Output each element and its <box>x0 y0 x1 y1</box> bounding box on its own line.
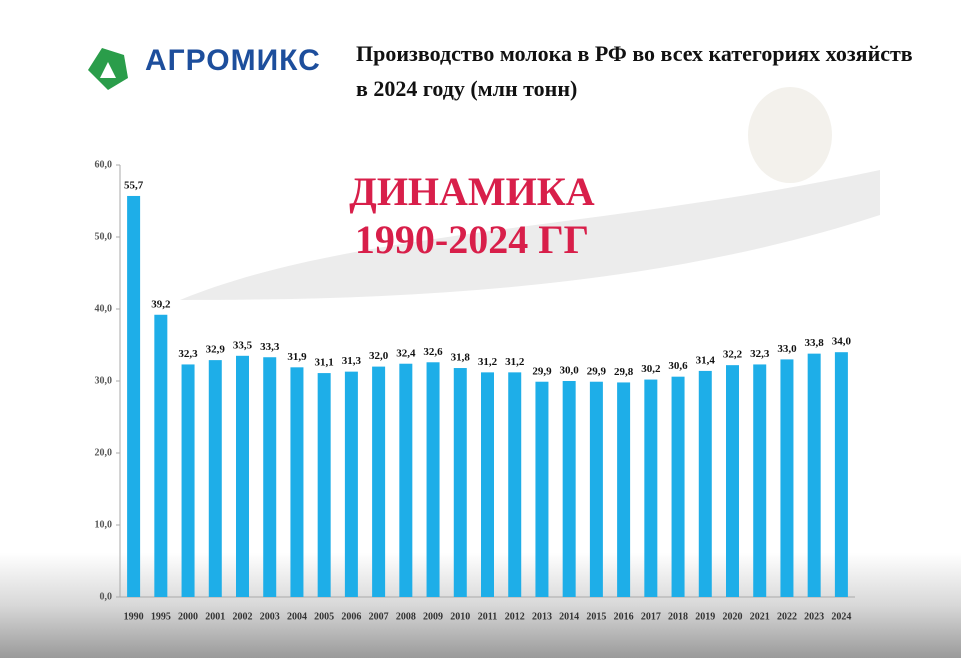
bar <box>508 372 522 597</box>
y-tick-label: 30,0 <box>95 375 113 386</box>
value-label: 33,8 <box>805 337 825 349</box>
x-tick-label: 2005 <box>314 611 334 622</box>
bar <box>236 355 249 597</box>
bar <box>208 360 222 597</box>
value-label: 30,6 <box>668 360 688 372</box>
value-label: 34,0 <box>832 336 852 348</box>
value-label: 33,5 <box>233 339 253 351</box>
bar <box>562 381 576 597</box>
x-tick-label: 2010 <box>450 611 470 622</box>
bar <box>780 359 794 597</box>
value-label: 31,9 <box>287 351 307 363</box>
bar <box>127 195 141 597</box>
annotation: 1990-2024 ГГ <box>355 217 589 262</box>
x-tick-label: 1995 <box>151 611 171 622</box>
value-label: 32,6 <box>423 346 443 358</box>
bar <box>698 370 712 597</box>
x-tick-label: 2017 <box>641 611 661 622</box>
value-label: 31,8 <box>451 352 471 364</box>
x-tick-label: 2018 <box>668 611 688 622</box>
bar <box>344 371 358 597</box>
value-label: 29,9 <box>587 365 607 377</box>
logo-icon-inner <box>100 62 116 78</box>
bar <box>535 381 549 597</box>
value-label: 30,0 <box>560 365 580 377</box>
bar <box>426 362 440 597</box>
x-tick-label: 2024 <box>831 611 851 622</box>
bar <box>644 379 658 597</box>
value-label: 32,4 <box>396 347 416 359</box>
brand: АГРОМИКС <box>145 44 321 77</box>
value-label: 31,1 <box>315 357 334 369</box>
x-tick-label: 2020 <box>723 611 743 622</box>
chart-title: Производство молока в РФ во всех категор… <box>356 41 913 101</box>
value-label: 31,2 <box>505 356 525 368</box>
x-tick-label: 2011 <box>478 611 497 622</box>
value-label: 32,2 <box>723 349 743 361</box>
x-tick-label: 2014 <box>559 611 579 622</box>
x-tick-label: 2004 <box>287 611 307 622</box>
x-tick-label: 2007 <box>369 611 389 622</box>
bar <box>317 373 331 597</box>
bar <box>181 364 195 597</box>
milk-splash <box>180 170 880 300</box>
bar <box>807 353 821 597</box>
bar <box>834 352 848 597</box>
y-tick-label: 0,0 <box>100 591 113 602</box>
value-label: 31,4 <box>696 354 716 366</box>
annotation: ДИНАМИКА <box>349 169 595 214</box>
value-label: 32,3 <box>178 348 198 360</box>
value-label: 32,0 <box>369 350 389 362</box>
bar <box>726 365 739 597</box>
y-tick-label: 50,0 <box>95 231 113 242</box>
bar <box>399 363 413 597</box>
value-label: 29,8 <box>614 366 634 378</box>
value-label: 39,2 <box>151 298 171 310</box>
milk-jug <box>748 87 832 183</box>
value-label: 30,2 <box>641 363 661 375</box>
x-tick-label: 2012 <box>505 611 525 622</box>
bar <box>617 382 631 597</box>
x-tick-label: 2008 <box>396 611 416 622</box>
x-tick-label: 2016 <box>614 611 634 622</box>
bar <box>290 367 304 597</box>
x-tick-label: 2001 <box>205 611 225 622</box>
bar <box>481 372 494 597</box>
value-label: 33,0 <box>777 343 797 355</box>
value-label: 31,2 <box>478 356 498 368</box>
x-tick-label: 2003 <box>260 611 280 622</box>
value-label: 55,7 <box>124 179 144 191</box>
value-label: 31,3 <box>342 355 362 367</box>
value-label: 32,3 <box>750 348 770 360</box>
y-tick-label: 20,0 <box>95 447 113 458</box>
value-label: 32,9 <box>206 344 226 356</box>
value-label: 29,9 <box>532 365 552 377</box>
bar <box>671 376 685 597</box>
x-tick-label: 2015 <box>586 611 606 622</box>
x-tick-label: 2009 <box>423 611 443 622</box>
bar <box>753 364 767 597</box>
bar <box>453 368 467 597</box>
x-tick-label: 2021 <box>750 611 770 622</box>
x-tick-label: 2006 <box>341 611 361 622</box>
y-tick-label: 40,0 <box>95 303 113 314</box>
x-tick-label: 2000 <box>178 611 198 622</box>
x-tick-label: 2013 <box>532 611 552 622</box>
x-tick-label: 2022 <box>777 611 797 622</box>
y-tick-label: 60,0 <box>95 159 113 170</box>
x-tick-label: 2002 <box>233 611 253 622</box>
bar <box>263 357 277 597</box>
x-tick-label: 2023 <box>804 611 824 622</box>
value-label: 33,3 <box>260 341 280 353</box>
x-tick-label: 2019 <box>695 611 715 622</box>
bar <box>372 366 386 597</box>
bar <box>154 314 168 597</box>
y-tick-label: 10,0 <box>95 519 113 530</box>
bar <box>589 381 603 597</box>
x-tick-label: 1990 <box>124 611 144 622</box>
